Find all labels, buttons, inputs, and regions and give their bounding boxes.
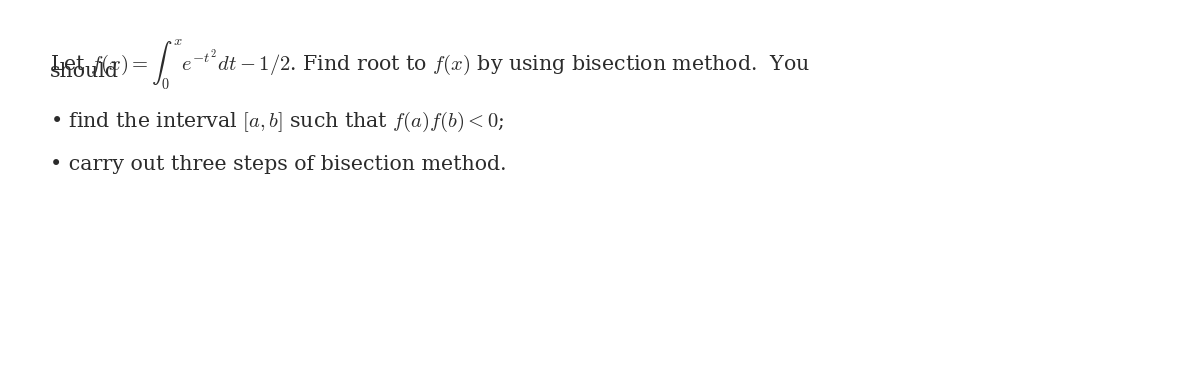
- Text: should: should: [50, 62, 119, 81]
- Text: • find the interval $[a, b]$ such that $f(a)f(b) < 0$;: • find the interval $[a, b]$ such that $…: [50, 110, 504, 134]
- Text: Let $f(x) = \int_0^x e^{-t^2}\!\,dt - 1/2$. Find root to $f(x)$ by using bisecti: Let $f(x) = \int_0^x e^{-t^2}\!\,dt - 1/…: [50, 38, 810, 92]
- Text: • carry out three steps of bisection method.: • carry out three steps of bisection met…: [50, 155, 506, 174]
